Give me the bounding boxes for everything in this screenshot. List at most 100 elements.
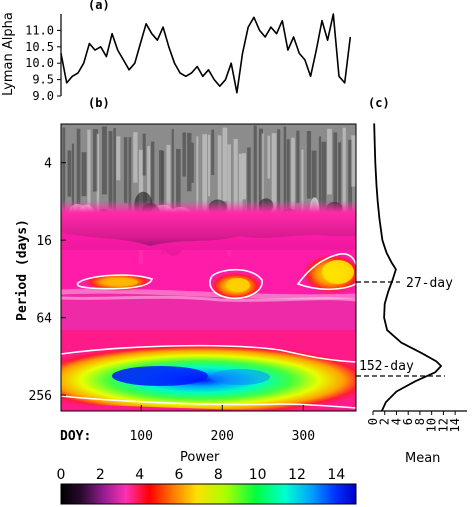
lyman-alpha-series-line: [60, 13, 352, 94]
panel-c-xtick-label: 12: [436, 418, 450, 432]
heatmap-streak: [342, 127, 346, 214]
heatmap-streak: [93, 129, 98, 192]
panel-c-xlabel: Mean: [405, 451, 440, 466]
heatmap-streak: [158, 150, 163, 227]
heatmap-streak: [147, 146, 150, 241]
heatmap-streak: [261, 133, 264, 216]
heatmap-streak: [87, 129, 91, 247]
heatmap-streak: [351, 135, 356, 187]
panel-c-xtick-label: 10: [425, 418, 439, 432]
heatmap-streak: [196, 136, 199, 215]
panel-c-xtick-label: 0: [366, 418, 380, 425]
panel-a-ytick-label: 10.0: [25, 56, 54, 70]
heatmap-streak: [176, 148, 181, 232]
colorbar-ticks: 0 2 4 6 8 10 12 14: [57, 467, 346, 483]
panel-b-ytick-label: 64: [36, 312, 52, 327]
panel-c-xtick-label: 2: [378, 418, 392, 425]
annotation-152-day: 152-day: [359, 359, 414, 374]
panel-c-label: (c): [368, 96, 390, 110]
heatmap-streak: [62, 127, 66, 213]
panel-b-ytick-label: 256: [29, 389, 52, 404]
heatmap-streak: [71, 143, 75, 247]
heatmap-streak: [306, 130, 312, 199]
heatmap-streak: [311, 150, 317, 241]
panel-a-ytick-label: 11.0: [25, 23, 54, 37]
heatmap-streak: [96, 133, 100, 218]
heatmap-streak: [116, 136, 121, 181]
colorbar: [60, 483, 357, 505]
heatmap-streak: [296, 130, 300, 204]
heatmap-streak: [327, 128, 332, 195]
heatmap-streak: [128, 137, 132, 214]
heatmap-streak: [238, 153, 243, 238]
panel-c-xtick-label: 4: [389, 418, 403, 425]
colorbar-tick-label: 0: [57, 467, 66, 483]
wavelet-power-heatmap: [61, 124, 362, 411]
heatmap-streak: [108, 131, 113, 209]
panel-b-xtick-label: 200: [211, 429, 234, 444]
heatmap-frame: [60, 123, 357, 412]
panel-a-ytick-label: 9.0: [32, 89, 54, 103]
heatmap-streak: [113, 128, 116, 221]
heatmap-streak: [142, 133, 146, 176]
panel-a-label: (a): [88, 0, 110, 12]
heatmap-streak: [217, 135, 222, 211]
heatmap-streak: [187, 132, 192, 192]
colorbar-tick-label: 10: [249, 467, 267, 483]
panel-b-xticks: 100 200 300: [129, 405, 315, 444]
heatmap-streak: [211, 129, 215, 176]
heatmap-streak: [242, 153, 246, 200]
colorbar-tick-label: 12: [288, 467, 306, 483]
heatmap-streak: [286, 139, 290, 212]
colorbar-tick-label: 6: [175, 467, 184, 483]
heatmap-streak: [253, 125, 257, 224]
annotation-27-day: 27-day: [406, 276, 453, 291]
heatmap-streak: [291, 137, 295, 238]
heatmap-streak: [258, 128, 264, 222]
heatmap-streak: [76, 128, 81, 223]
panel-b-label: (b): [88, 96, 110, 110]
heatmap-streak: [348, 139, 353, 222]
panel-b-xtick-label: 300: [292, 429, 315, 444]
colorbar-tick-label: 8: [214, 467, 223, 483]
panel-c-xtick-label: 6: [401, 418, 415, 425]
colorbar-label: Power: [180, 450, 220, 465]
panel-b-ylabel: Period (days): [15, 219, 30, 321]
heatmap-streak: [102, 126, 107, 195]
panel-b-yticks: 4 16 64 256: [29, 157, 66, 404]
heatmap-streak: [151, 141, 155, 211]
panel-a-ylabel: Lyman Alpha: [1, 12, 16, 96]
heatmap-streak: [318, 136, 322, 241]
heatmap-streak: [166, 144, 171, 242]
heatmap-streak: [233, 138, 238, 213]
heatmap-streak: [222, 127, 228, 202]
panel-b-xtick-label: 100: [129, 429, 152, 444]
colorbar-tick-label: 4: [135, 467, 144, 483]
heatmap-streak: [207, 134, 211, 197]
heatmap-streak: [301, 149, 304, 248]
heatmap-streak: [321, 141, 327, 240]
heatmap-streak: [202, 134, 208, 234]
doy-label: DOY:: [60, 429, 91, 444]
heatmap-streak: [333, 132, 338, 229]
heatmap-streak: [81, 152, 87, 197]
heatmap-streak: [247, 147, 251, 248]
panel-b-ytick-label: 16: [36, 234, 52, 249]
panel-a-ytick-label: 10.5: [25, 40, 54, 54]
panel-b-ytick-label: 4: [44, 157, 52, 172]
heatmap-streak: [67, 150, 72, 197]
heatmap-streak: [277, 129, 281, 236]
heatmap-streak: [271, 133, 277, 233]
panel-a-yticks: 9.0 9.5 10.0 10.5 11.0: [25, 23, 61, 103]
heatmap-streak: [123, 137, 128, 204]
panel-a-ytick-label: 9.5: [32, 73, 54, 87]
colorbar-tick-label: 14: [327, 467, 345, 483]
heatmap-streak: [359, 150, 362, 226]
heatmap-streak: [191, 142, 194, 183]
colorbar-tick-label: 2: [96, 467, 105, 483]
panel-c-xtick-label: 8: [413, 418, 427, 425]
heatmap-streak: [283, 126, 287, 213]
panel-c-xtick-label: 14: [448, 418, 462, 432]
